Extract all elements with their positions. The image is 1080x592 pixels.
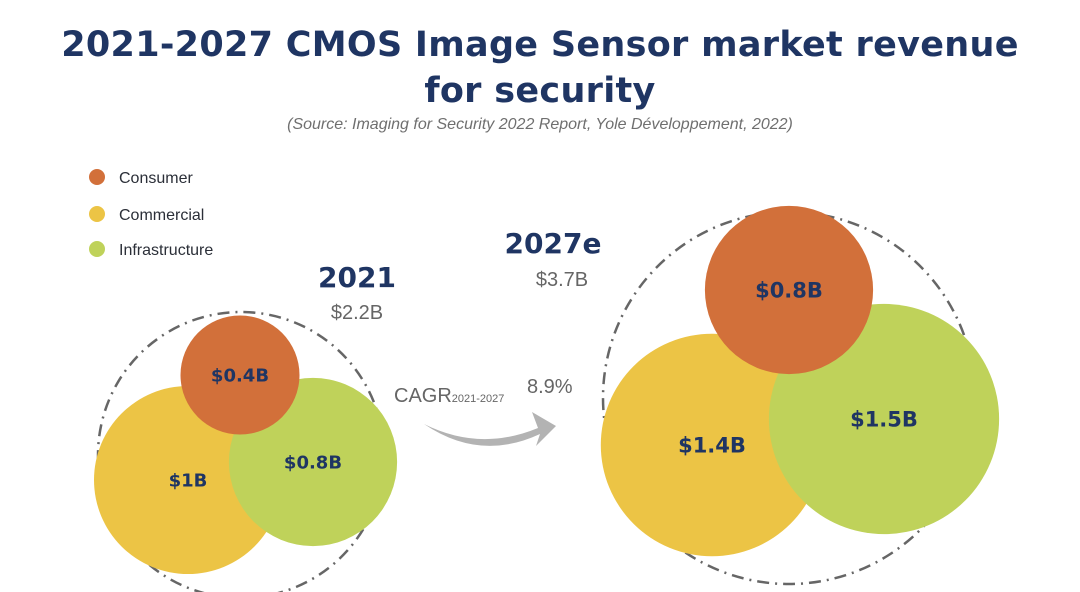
chart-source: (Source: Imaging for Security 2022 Repor… xyxy=(287,116,793,133)
bubble-label-2027e-commercial: $1.4B xyxy=(678,434,746,458)
cagr-period: 2021-2027 xyxy=(452,393,505,405)
bubble-2027e-consumer xyxy=(704,205,874,375)
bubble-label-2021-infrastructure: $0.8B xyxy=(284,452,342,473)
legend-dot-consumer xyxy=(89,169,105,185)
legend-label-consumer: Consumer xyxy=(119,170,193,187)
bubble-label-2027e-infrastructure: $1.5B xyxy=(850,408,918,432)
bubble-label-2027e-consumer: $0.8B xyxy=(755,279,823,303)
total-label-2021: $2.2B xyxy=(331,302,383,324)
cagr-value: 8.9% xyxy=(527,376,573,398)
year-label-2027e: 2027e xyxy=(505,227,602,260)
legend-dot-commercial xyxy=(89,206,105,222)
bubble-2027e-commercial xyxy=(600,333,824,557)
bubble-label-2021-commercial: $1B xyxy=(169,470,208,491)
cagr-label: CAGR2021-2027 xyxy=(394,385,504,407)
year-label-2021: 2021 xyxy=(318,261,396,294)
growth-arrow-icon xyxy=(424,412,556,446)
total-label-2027e: $3.7B xyxy=(536,269,588,291)
legend-label-infrastructure: Infrastructure xyxy=(119,242,213,259)
legend-dot-infrastructure xyxy=(89,241,105,257)
chart-title-line-2: for security xyxy=(424,71,656,111)
bubble-2021-consumer xyxy=(180,315,300,435)
chart-title-line-1: 2021-2027 CMOS Image Sensor market reven… xyxy=(61,25,1019,65)
chart-title: 2021-2027 CMOS Image Sensor market reven… xyxy=(0,22,1080,114)
cagr-word: CAGR xyxy=(394,385,452,407)
legend-label-commercial: Commercial xyxy=(119,207,204,224)
bubble-label-2021-consumer: $0.4B xyxy=(211,365,269,386)
